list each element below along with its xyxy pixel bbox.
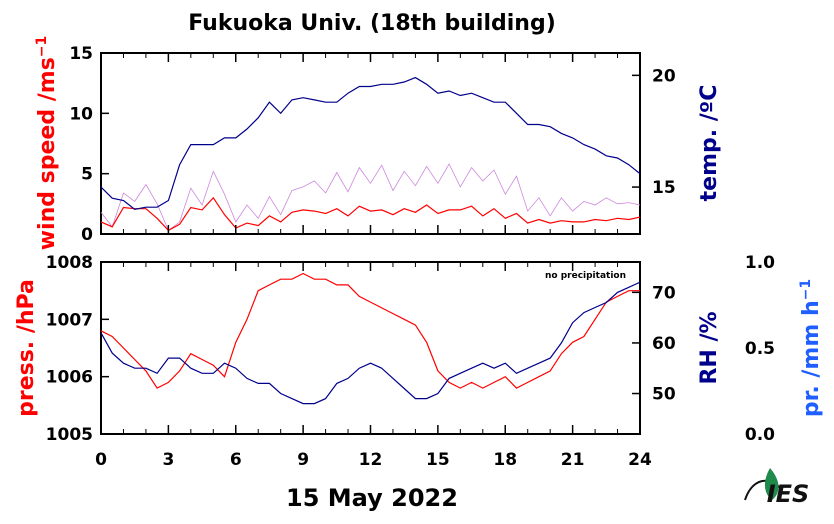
right-tick-label: 15: [652, 178, 676, 198]
x-tick-label: 3: [162, 450, 174, 470]
left-tick-label: 1008: [46, 253, 93, 273]
left-tick-label: 0: [81, 225, 93, 245]
pressure-axis-label: press. /hPa: [14, 279, 39, 417]
precipitation-axis-label: pr. /mm h−1: [798, 279, 824, 417]
right-tick-label: 70: [652, 283, 676, 303]
rh-axis-label: RH /%: [697, 311, 722, 384]
left-tick-label: 1006: [46, 368, 93, 388]
series-line-panel1-1: [100, 281, 641, 405]
x-tick-label: 15: [426, 450, 450, 470]
press-rh-series-group: [100, 272, 641, 405]
x-tick-label: 24: [628, 450, 652, 470]
wind-temp-series-group: [100, 76, 641, 232]
wind-temp-axis-ticks: 0 5 10 15 15 20: [69, 44, 676, 245]
left-tick-label: 15: [69, 44, 93, 64]
press-rh-plot-frame: [100, 261, 641, 435]
chart-title: Fukuoka Univ. (18th building): [188, 11, 556, 36]
wind-speed-label-superscript: −1: [34, 36, 50, 57]
series-line-panel0-0: [100, 163, 641, 232]
logo-text: IES: [767, 480, 810, 508]
press-rh-axis-ticks: 1005 1006 1007 1008 50 60 70 0.0 0.5 1.0 0 3 6 9 12 15 1…: [46, 253, 775, 470]
precip-tick-label: 1.0: [745, 253, 775, 273]
temperature-axis-label: temp. /ºC: [697, 85, 722, 202]
series-line-panel1-0: [100, 272, 640, 389]
wind-temp-plot-frame: [100, 52, 641, 235]
precip-label-superscript: −1: [798, 279, 814, 300]
precip-tick-label: 0.0: [745, 425, 775, 445]
series-line-panel0-1: [100, 196, 641, 232]
x-axis-label: 15 May 2022: [286, 484, 458, 512]
left-tick-label: 1007: [46, 310, 93, 330]
right-tick-label: 50: [652, 385, 676, 405]
x-tick-label: 0: [95, 450, 107, 470]
precip-label-text: pr. /mm h: [799, 300, 824, 417]
precipitation-note: no precipitation: [545, 271, 626, 281]
precip-tick-label: 0.5: [745, 339, 775, 359]
x-tick-label: 18: [493, 450, 517, 470]
wind-speed-axis-label: wind speed /ms−1: [34, 36, 60, 251]
x-tick-label: 6: [230, 450, 242, 470]
right-tick-label: 20: [652, 66, 676, 86]
wind-speed-label-text: wind speed /ms: [35, 57, 60, 250]
x-tick-label: 21: [561, 450, 585, 470]
x-tick-label: 12: [359, 450, 383, 470]
x-tick-label: 9: [297, 450, 309, 470]
left-tick-label: 5: [81, 165, 93, 185]
left-tick-label: 10: [69, 104, 93, 124]
right-tick-label: 60: [652, 334, 676, 354]
ies-logo: IES: [744, 468, 810, 508]
left-tick-label: 1005: [46, 425, 93, 445]
series-line-panel0-2: [100, 76, 641, 211]
